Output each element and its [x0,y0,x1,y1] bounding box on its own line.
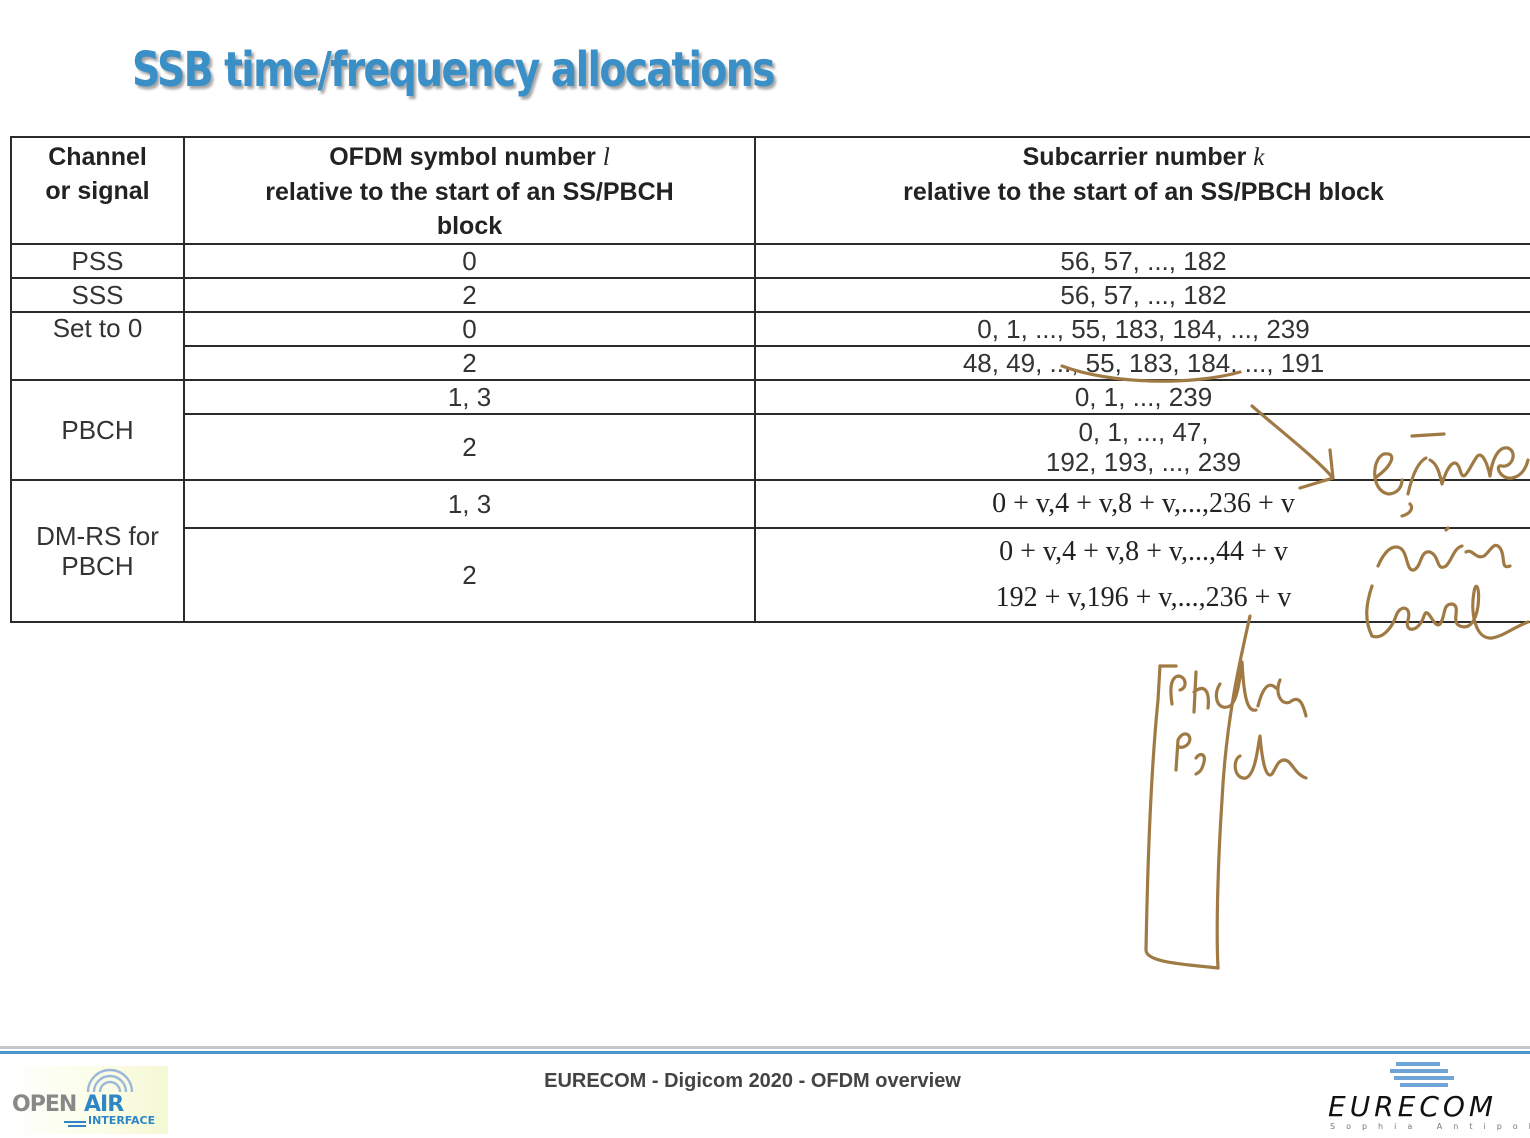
ink-vertical-line [1215,614,1252,970]
ink-word-noise [1376,526,1512,572]
cell-symbol: 0 [183,311,756,347]
header-subcarrier-number: Subcarrier number k relative to the star… [754,136,1530,245]
eurecom-wordmark: EURECOM [1328,1090,1498,1123]
ink-word-estimate [1373,432,1530,496]
ink-comma [1400,502,1414,518]
table-row: 2 0 + v,4 + v,8 + v,...,44 + v 192 + v,1… [11,527,1530,623]
table-row: Set to 0 0 0, 1, ..., 55, 183, 184, ...,… [10,311,1530,381]
table-row: DM-RS for PBCH 1, 3 0 + v,4 + v,8 + v,..… [10,479,1530,623]
table-row: PSS 0 56, 57, ..., 182 [10,243,1530,279]
footer-rule-blue [0,1051,1530,1054]
table-header-row: Channel or signal OFDM symbol number l r… [10,136,1530,245]
ink-arrow-head [1298,448,1335,490]
oai-air-text: AIR [84,1092,124,1117]
header-symbol-number: OFDM symbol number l relative to the sta… [183,136,756,245]
cell-channel: Set to 0 [10,311,185,381]
table-row: SSS 2 56, 57, ..., 182 [10,277,1530,313]
ink-underline [1060,364,1242,383]
cell-subcarrier: 0, 1, ..., 239 [754,379,1530,415]
cell-subcarrier: 0, 1, ..., 55, 183, 184, ..., 239 [754,311,1530,347]
ssb-allocation-table: Channel or signal OFDM symbol number l r… [10,136,1530,623]
table-row: 2 0, 1, ..., 47, 192, 193, ..., 239 [11,413,1530,481]
ink-word-phch [1169,660,1308,718]
cell-subcarrier: 0 + v,4 + v,8 + v,...,44 + v 192 + v,196… [754,527,1530,623]
ink-box [1144,664,1220,970]
table-row: PBCH 1, 3 0, 1, ..., 239 [10,379,1530,481]
cell-channel: PBCH [10,379,185,481]
oai-interface-text: INTERFACE [88,1114,156,1127]
cell-symbol: 2 [183,345,756,381]
cell-symbol: 1, 3 [183,379,756,415]
table-row: 2 48, 49, ..., 55, 183, 184, ..., 191 [11,345,1530,381]
cell-channel: SSS [10,277,185,313]
cell-symbol: 2 [183,527,756,623]
slide-title: SSB time/frequency allocations [132,42,776,98]
cell-channel: DM-RS for PBCH [10,479,185,623]
cell-subcarrier: 48, 49, ..., 55, 183, 184, ..., 191 [754,345,1530,381]
openairinterface-logo: OPEN AIR INTERFACE [4,1066,168,1134]
oai-open-text: OPEN [12,1092,77,1117]
cell-channel: PSS [10,243,185,279]
ink-word-level [1365,584,1530,640]
eurecom-stripes-icon [1390,1062,1454,1087]
cell-subcarrier: 56, 57, ..., 182 [754,243,1530,279]
cell-symbol: 2 [183,277,756,313]
cell-subcarrier: 56, 57, ..., 182 [754,277,1530,313]
wifi-arcs-icon [64,1068,134,1127]
ink-word-pbch [1174,732,1308,780]
footer-text: EURECOM - Digicom 2020 - OFDM overview [544,1070,961,1092]
cell-symbol: 0 [183,243,756,279]
header-channel: Channel or signal [10,136,185,245]
eurecom-subtitle: Sophia Antipolis [1330,1122,1530,1131]
cell-subcarrier: 0, 1, ..., 47, 192, 193, ..., 239 [754,413,1530,481]
footer-rule-grey [0,1046,1530,1049]
eurecom-logo: EURECOM Sophia Antipolis [1318,1058,1530,1134]
cell-symbol: 1, 3 [183,479,756,529]
ink-arrow-line [1250,404,1335,480]
cell-symbol: 2 [183,413,756,481]
